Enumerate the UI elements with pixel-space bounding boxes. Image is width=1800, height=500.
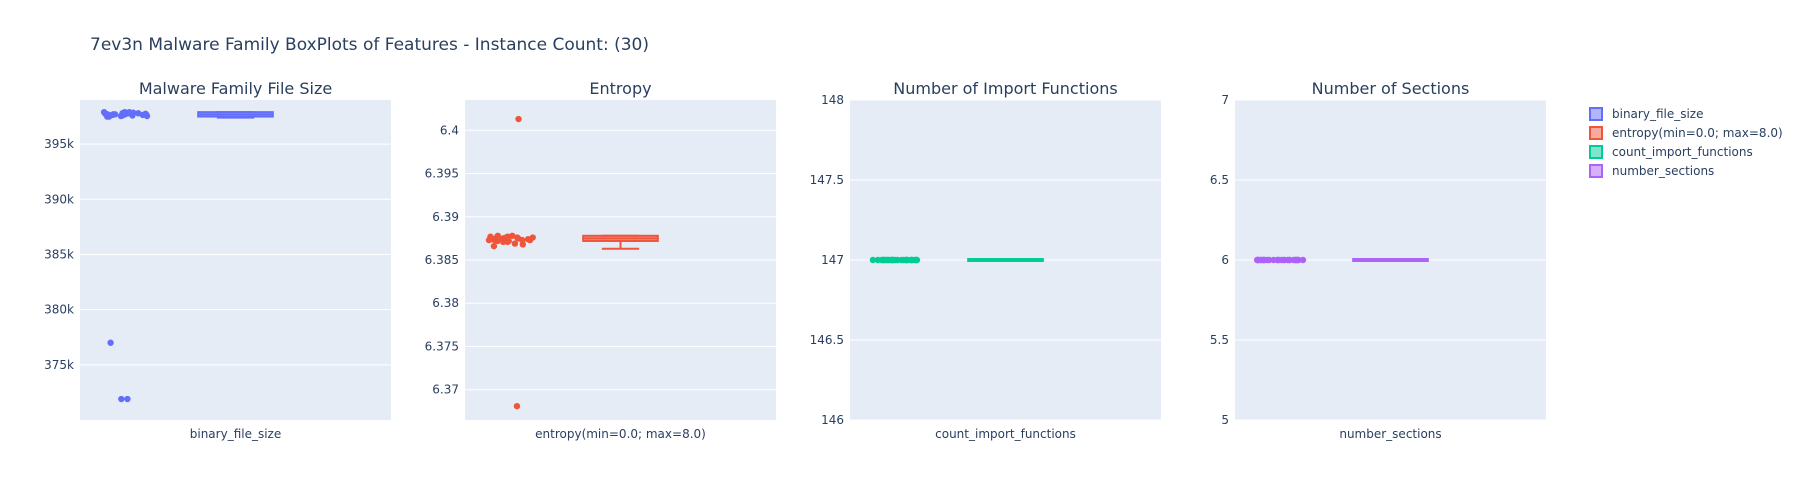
points-entropy(min=0.0; max=8.0) [485, 115, 536, 410]
points-number_sections [1253, 256, 1307, 264]
subplot-count_import_functions: 146 146.5 147 147.5 148 Number of Import Func… [810, 79, 1161, 441]
y-tick-label: 148 [821, 93, 844, 107]
y-tick-label: 146.5 [810, 333, 844, 347]
y-tick-label: 147.5 [810, 173, 844, 187]
y-tick-label: 6.5 [1210, 173, 1229, 187]
data-point[interactable] [869, 256, 877, 264]
data-point[interactable] [143, 111, 150, 119]
data-point[interactable] [513, 402, 521, 410]
y-tick-label: 375k [44, 358, 74, 372]
legend-swatch [1589, 126, 1603, 140]
box-count_import_functions[interactable] [967, 258, 1044, 262]
data-point[interactable] [485, 236, 493, 244]
y-tick-label: 390k [44, 192, 74, 206]
y-tick-label: 6.37 [432, 383, 459, 397]
plot-background [80, 100, 391, 420]
legend-item[interactable]: entropy(min=0.0; max=8.0) [1589, 126, 1783, 140]
y-tick-label: 380k [44, 303, 74, 317]
y-tick-label: 147 [821, 253, 844, 267]
data-point[interactable] [511, 240, 519, 247]
data-point[interactable] [1299, 256, 1307, 264]
data-point[interactable] [124, 395, 131, 403]
y-tick-label: 7 [1221, 93, 1229, 107]
x-tick-label: count_import_functions [935, 427, 1076, 441]
data-point[interactable] [913, 256, 920, 264]
legend-item[interactable]: count_import_functions [1589, 145, 1753, 159]
subplot-title: Number of Import Functions [893, 79, 1117, 98]
data-point[interactable] [886, 256, 894, 264]
legend-item[interactable]: binary_file_size [1589, 107, 1704, 121]
data-point[interactable] [908, 256, 916, 264]
data-point[interactable] [1260, 256, 1267, 264]
data-point[interactable] [524, 236, 532, 243]
data-point[interactable] [881, 256, 888, 264]
y-tick-label: 6.38 [432, 296, 459, 310]
data-point[interactable] [490, 242, 498, 250]
y-tick-label: 6.39 [432, 210, 459, 224]
subplot-title: Malware Family File Size [139, 79, 332, 98]
x-tick-label: number_sections [1339, 427, 1441, 441]
data-point[interactable] [1292, 256, 1300, 264]
subplot-number_sections: 5 5.5 6 6.5 7 Number of Sections number_sectio… [1210, 79, 1546, 441]
x-tick-label: entropy(min=0.0; max=8.0) [535, 427, 706, 441]
y-tick-label: 6.4 [440, 123, 459, 137]
data-point[interactable] [1284, 256, 1291, 264]
data-point[interactable] [515, 115, 522, 123]
y-tick-label: 146 [821, 413, 844, 427]
points-binary_file_size [100, 108, 151, 403]
legend-label: number_sections [1612, 164, 1714, 178]
data-point[interactable] [118, 395, 125, 403]
figure-title: 7ev3n Malware Family BoxPlots of Feature… [90, 35, 649, 55]
data-point[interactable] [104, 111, 111, 118]
data-point[interactable] [1278, 256, 1286, 264]
x-tick-label: binary_file_size [190, 427, 282, 441]
data-point[interactable] [518, 236, 526, 244]
y-tick-label: 385k [44, 247, 74, 261]
data-point[interactable] [1254, 256, 1261, 264]
data-point[interactable] [502, 234, 510, 241]
y-tick-label: 6.395 [425, 167, 459, 181]
subplot-title: Entropy [589, 79, 651, 98]
data-point[interactable] [894, 256, 901, 264]
subplot-title: Number of Sections [1312, 79, 1470, 98]
y-tick-label: 6.385 [425, 253, 459, 267]
legend-swatch [1589, 145, 1603, 159]
data-point[interactable] [107, 339, 114, 346]
data-point[interactable] [119, 110, 126, 117]
y-tick-label: 395k [44, 137, 74, 151]
data-point[interactable] [902, 256, 910, 264]
legend[interactable]: binary_file_size entropy(min=0.0; max=8.0… [1589, 107, 1783, 178]
legend-label: binary_file_size [1612, 107, 1704, 121]
y-tick-label: 6 [1221, 253, 1229, 267]
legend-label: entropy(min=0.0; max=8.0) [1612, 126, 1783, 140]
data-point[interactable] [129, 109, 137, 116]
legend-label: count_import_functions [1612, 145, 1753, 159]
data-point[interactable] [509, 232, 516, 239]
y-tick-label: 5 [1221, 413, 1229, 427]
data-point[interactable] [514, 234, 521, 241]
y-tick-label: 6.375 [425, 339, 459, 353]
box-entropy(min=0.0; max=8.0)[interactable] [582, 234, 659, 250]
box-binary_file_size[interactable] [197, 111, 274, 119]
y-tick-label: 5.5 [1210, 333, 1229, 347]
box-number_sections[interactable] [1352, 258, 1429, 262]
points-count_import_functions [869, 256, 921, 264]
data-point[interactable] [494, 233, 501, 240]
legend-swatch [1589, 107, 1603, 121]
subplot-binary_file_size: 375k 380k 385k 390k 395k Malware Family File … [44, 79, 391, 441]
subplot-entropy(min=0.0; max=8.0): 6.37 6.375 6.38 6.385 6.39 6.395 6.4 Entropy ent… [425, 79, 776, 441]
legend-swatch [1589, 164, 1603, 178]
data-point[interactable] [135, 110, 142, 117]
legend-item[interactable]: number_sections [1589, 164, 1714, 178]
